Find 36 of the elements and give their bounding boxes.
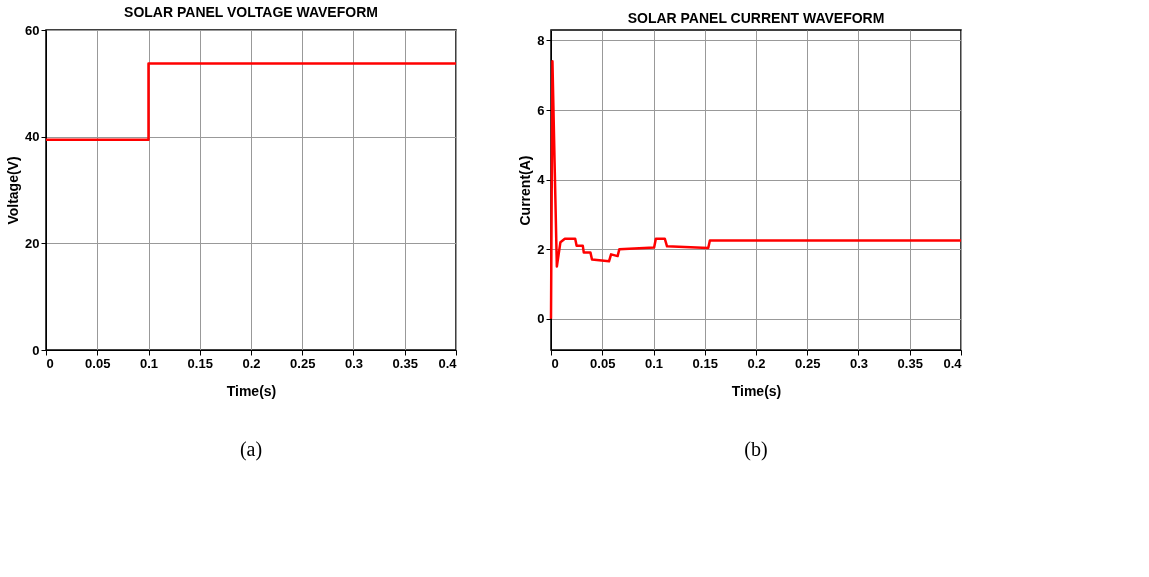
x-tick-label: 0.35 [897, 355, 923, 371]
x-axis-title: Time(s) [731, 382, 782, 399]
y-tick-label: 6 [537, 102, 545, 118]
x-tick-label: 0 [551, 355, 559, 371]
chart-title: SOLAR PANEL VOLTAGE WAVEFORM [124, 4, 378, 20]
x-tick-label: 0.05 [85, 355, 111, 371]
y-tick-label: 20 [25, 235, 40, 251]
y-axis-title: Voltage(V) [5, 156, 22, 225]
y-tick-label: 60 [25, 22, 40, 38]
y-tick-label: 0 [32, 342, 40, 358]
x-tick-label: 0.1 [139, 355, 159, 371]
x-tick-label: 0.05 [590, 355, 616, 371]
y-tick-label: 8 [537, 32, 545, 48]
y-axis-title: Current(A) [517, 155, 534, 226]
x-tick-label: 0.25 [290, 355, 316, 371]
x-tick-label: 0.2 [242, 355, 261, 371]
x-tick-label: 0.15 [187, 355, 213, 371]
text: (b) [744, 438, 768, 461]
x-axis-title: Time(s) [226, 382, 277, 399]
line-series [549, 60, 963, 320]
x-tick-label: 0.35 [392, 355, 418, 371]
x-tick-label: 0.3 [344, 355, 364, 371]
x-tick-label: 0.4 [438, 355, 458, 371]
chart-title: SOLAR PANEL CURRENT WAVEFORM [627, 10, 885, 26]
y-tick-label: 0 [537, 311, 545, 327]
text: (a) [239, 438, 263, 461]
x-tick-label: 0.3 [849, 355, 869, 371]
x-tick-label: 0 [46, 355, 54, 371]
x-tick-label: 0.25 [795, 355, 821, 371]
x-tick-label: 0.4 [943, 355, 963, 371]
x-tick-label: 0.2 [747, 355, 766, 371]
y-tick-label: 4 [537, 172, 546, 188]
x-tick-label: 0.1 [644, 355, 664, 371]
y-tick-label: 40 [25, 129, 40, 145]
y-tick-label: 2 [537, 241, 545, 257]
x-tick-label: 0.15 [692, 355, 718, 371]
